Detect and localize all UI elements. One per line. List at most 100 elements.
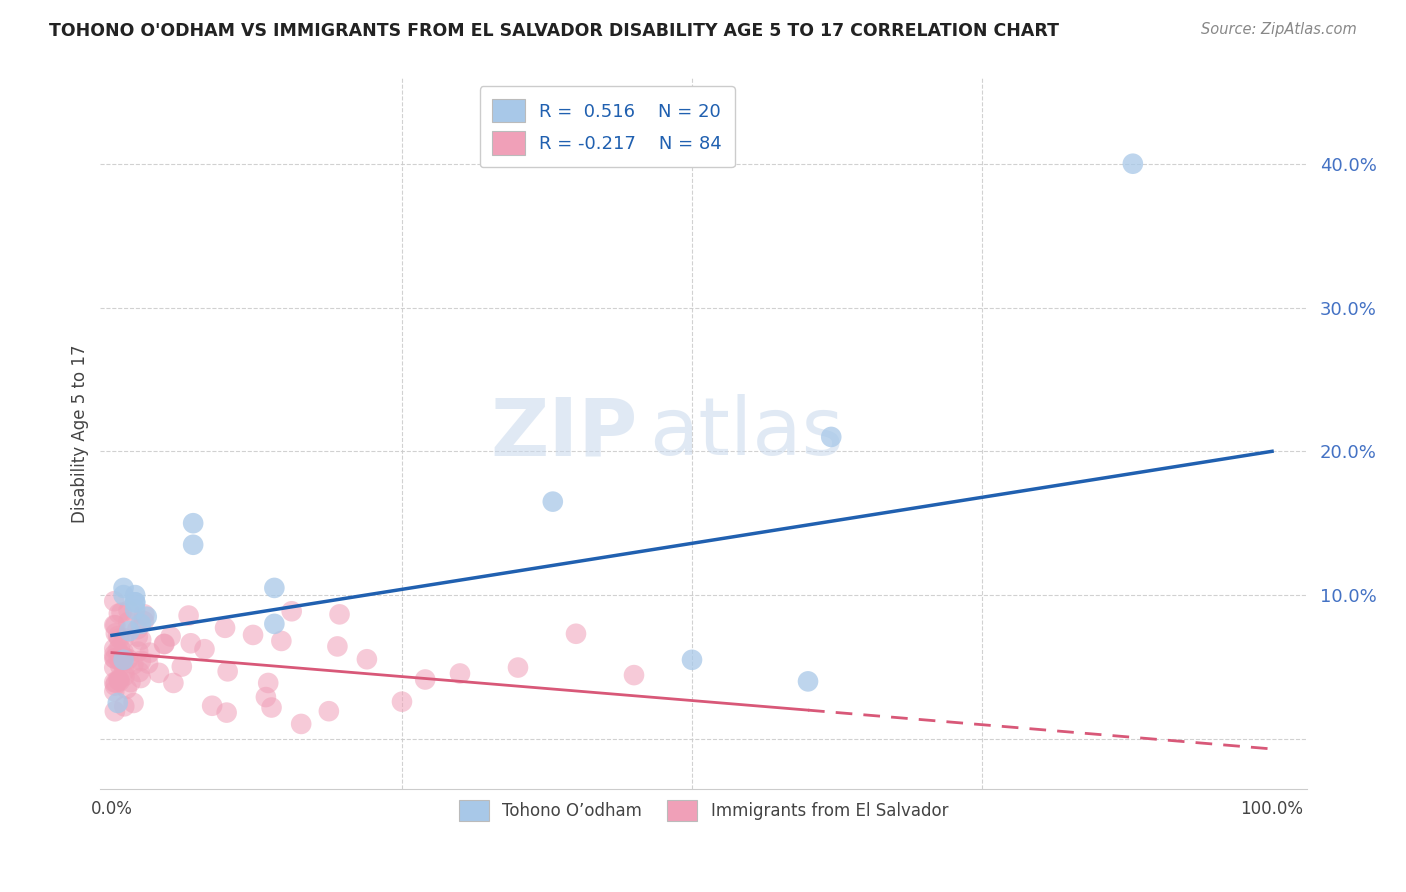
Point (541, 494, 564, 508)
Point (111, 651, 134, 665)
Point (242, 628, 264, 642)
Point (108, 659, 131, 673)
Point (318, 704, 340, 718)
Point (254, 690, 277, 704)
Point (356, 652, 378, 666)
Point (129, 632, 152, 647)
Point (177, 608, 200, 623)
Point (127, 622, 149, 636)
Point (124, 602, 146, 616)
Point (124, 595, 146, 609)
Point (112, 653, 135, 667)
Point (107, 629, 129, 643)
Point (103, 648, 125, 662)
Text: atlas: atlas (650, 394, 844, 473)
Text: ZIP: ZIP (491, 394, 637, 473)
Point (413, 673, 436, 687)
Point (117, 603, 139, 617)
Point (134, 607, 156, 622)
Point (181, 516, 204, 531)
Point (820, 430, 842, 444)
Point (104, 679, 127, 693)
Point (159, 630, 181, 644)
Point (214, 621, 236, 635)
Point (290, 717, 312, 731)
Point (1122, 157, 1144, 171)
Point (103, 594, 125, 608)
Point (112, 649, 135, 664)
Point (257, 676, 280, 690)
Point (128, 665, 150, 679)
Point (153, 637, 176, 651)
Point (112, 664, 135, 678)
Point (115, 681, 138, 696)
Point (217, 665, 239, 679)
Point (112, 631, 135, 645)
Point (112, 649, 135, 664)
Point (135, 609, 157, 624)
Point (112, 699, 135, 714)
Point (127, 630, 149, 644)
Point (107, 673, 129, 687)
Point (112, 588, 135, 602)
Point (107, 651, 129, 665)
Point (103, 651, 125, 665)
Point (129, 654, 152, 668)
Point (215, 706, 238, 720)
Y-axis label: Disability Age 5 to 17: Disability Age 5 to 17 (72, 344, 89, 523)
Point (180, 636, 202, 650)
Point (797, 674, 820, 689)
Point (117, 652, 139, 666)
Point (132, 614, 155, 628)
Point (103, 675, 125, 690)
Point (107, 696, 129, 710)
Point (260, 700, 283, 714)
Point (103, 684, 125, 698)
Point (110, 606, 132, 620)
Point (112, 645, 135, 659)
Point (108, 640, 131, 655)
Point (263, 616, 285, 631)
Point (117, 615, 139, 629)
Point (565, 626, 588, 640)
Text: TOHONO O'ODHAM VS IMMIGRANTS FROM EL SALVADOR DISABILITY AGE 5 TO 17 CORRELATION: TOHONO O'ODHAM VS IMMIGRANTS FROM EL SAL… (49, 22, 1059, 40)
Point (108, 607, 131, 621)
Point (110, 655, 132, 669)
Point (129, 616, 152, 631)
Point (122, 696, 145, 710)
Point (270, 634, 292, 648)
Point (124, 595, 146, 609)
Point (263, 581, 285, 595)
Point (139, 646, 162, 660)
Point (124, 588, 146, 602)
Point (136, 657, 159, 671)
Point (127, 644, 149, 658)
Point (112, 581, 135, 595)
Point (181, 538, 204, 552)
Point (328, 607, 350, 622)
Point (104, 651, 127, 665)
Point (104, 704, 127, 718)
Point (110, 653, 132, 667)
Point (148, 665, 170, 680)
Point (108, 632, 131, 646)
Point (120, 675, 142, 690)
Point (107, 643, 129, 657)
Point (129, 671, 152, 685)
Point (153, 637, 176, 651)
Point (104, 626, 127, 640)
Point (114, 669, 136, 683)
Point (201, 698, 224, 713)
Point (108, 673, 131, 687)
Point (506, 660, 529, 674)
Point (193, 642, 215, 657)
Point (122, 657, 145, 672)
Point (280, 604, 302, 618)
Point (170, 659, 193, 673)
Point (118, 624, 141, 638)
Legend: Tohono O’odham, Immigrants from El Salvador: Tohono O’odham, Immigrants from El Salva… (446, 786, 962, 834)
Point (623, 668, 645, 682)
Point (111, 653, 134, 667)
Point (449, 666, 471, 681)
Point (103, 641, 125, 656)
